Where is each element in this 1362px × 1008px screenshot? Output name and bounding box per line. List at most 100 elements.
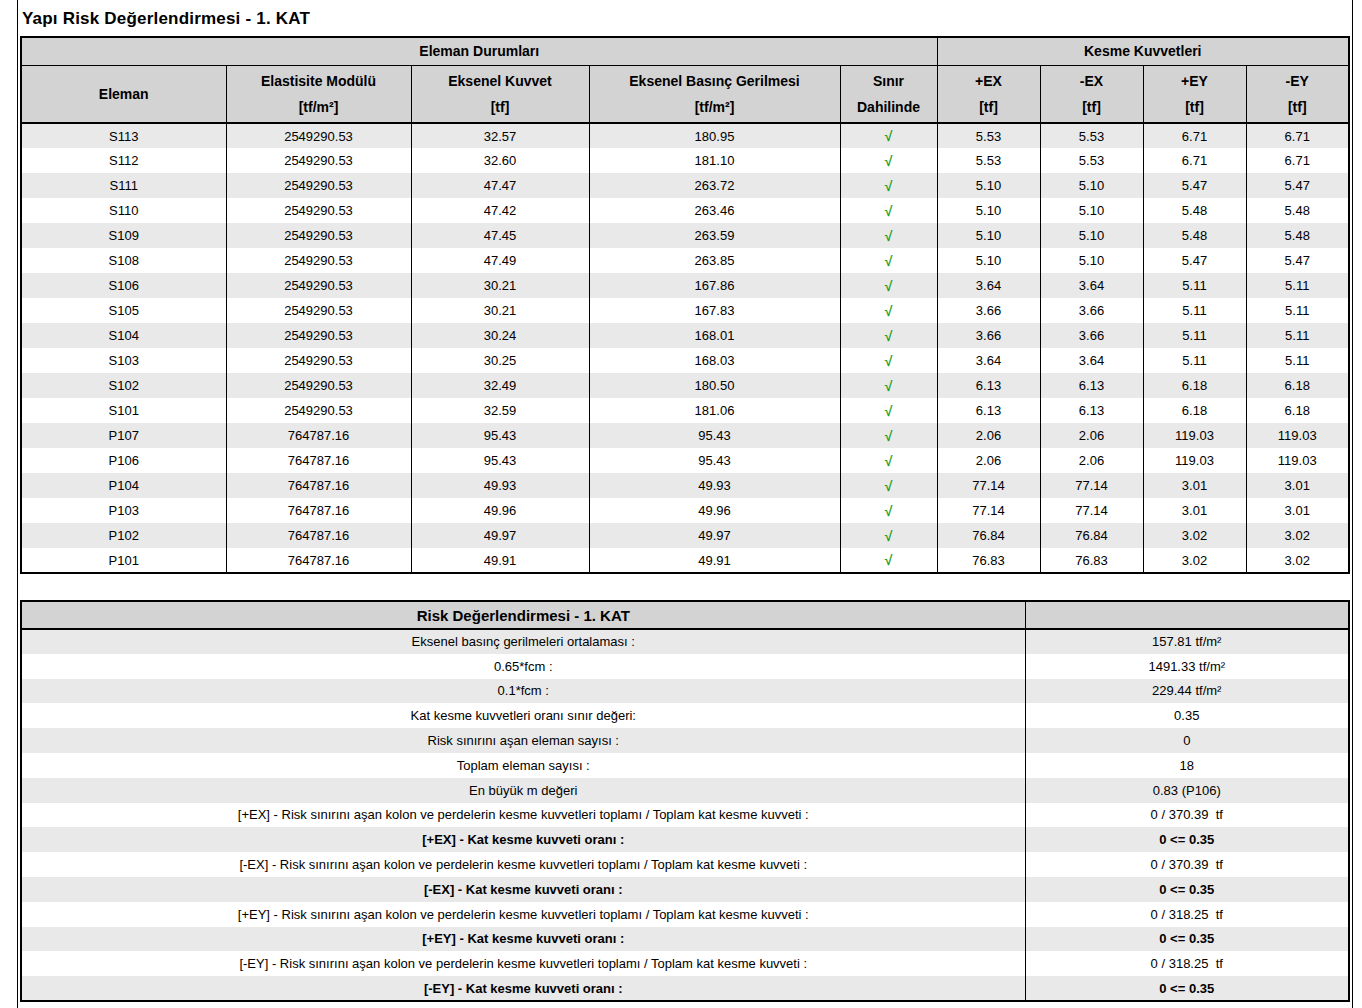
risk-value: 0.83 (P106) <box>1025 778 1349 803</box>
table-row: S1102549290.5347.42263.46√5.105.105.485.… <box>21 198 1349 223</box>
risk-table-body: Eksenel basınç gerilmeleri ortalaması :1… <box>21 629 1349 1001</box>
table-row: P104764787.1649.9349.93√77.1477.143.013.… <box>21 473 1349 498</box>
value-cell: P106 <box>21 448 226 473</box>
value-cell: 5.48 <box>1143 198 1246 223</box>
value-cell: 95.43 <box>411 448 589 473</box>
value-cell: 32.59 <box>411 398 589 423</box>
value-cell: 5.10 <box>937 223 1040 248</box>
value-cell: 5.10 <box>1040 223 1143 248</box>
value-cell: S113 <box>21 123 226 148</box>
column-title: -EX <box>1041 68 1143 94</box>
value-cell: 2549290.53 <box>226 123 411 148</box>
check-icon: √ <box>885 552 893 568</box>
value-cell: 2.06 <box>1040 423 1143 448</box>
page-right-edge <box>1352 0 1353 1008</box>
value-cell: 119.03 <box>1246 423 1349 448</box>
value-cell: 2549290.53 <box>226 148 411 173</box>
risk-value: 0 / 370.39 tf <box>1025 803 1349 828</box>
value-cell: 6.13 <box>937 373 1040 398</box>
risk-label: [-EY] - Risk sınırını aşan kolon ve perd… <box>21 951 1025 976</box>
value-cell: S104 <box>21 323 226 348</box>
value-cell: 77.14 <box>937 498 1040 523</box>
value-cell: 168.01 <box>589 323 840 348</box>
column-header-cell: -EX[tf] <box>1040 65 1143 123</box>
value-cell: 5.53 <box>1040 148 1143 173</box>
check-icon: √ <box>885 278 893 294</box>
check-icon: √ <box>885 228 893 244</box>
risk-row: Kat kesme kuvvetleri oranı sınır değeri:… <box>21 703 1349 728</box>
check-icon: √ <box>885 453 893 469</box>
risk-row: En büyük m değeri0.83 (P106) <box>21 778 1349 803</box>
value-cell: 3.01 <box>1143 473 1246 498</box>
risk-label: [-EY] - Kat kesme kuvveti oranı : <box>21 976 1025 1001</box>
value-cell: 764787.16 <box>226 423 411 448</box>
value-cell: 5.47 <box>1143 173 1246 198</box>
value-cell: 47.42 <box>411 198 589 223</box>
value-cell: 30.21 <box>411 298 589 323</box>
limit-check-cell: √ <box>840 448 937 473</box>
elements-table-header: ElemanElastisite Modülü[tf/m²]Eksenel Ku… <box>21 65 1349 123</box>
limit-check-cell: √ <box>840 523 937 548</box>
value-cell: 30.25 <box>411 348 589 373</box>
value-cell: 263.46 <box>589 198 840 223</box>
risk-label: En büyük m değeri <box>21 778 1025 803</box>
value-cell: S110 <box>21 198 226 223</box>
group-header-cell: Kesme Kuvvetleri <box>937 37 1349 65</box>
risk-label: [-EX] - Kat kesme kuvveti oranı : <box>21 877 1025 902</box>
table-row: P101764787.1649.9149.91√76.8376.833.023.… <box>21 548 1349 573</box>
table-row: P107764787.1695.4395.43√2.062.06119.0311… <box>21 423 1349 448</box>
value-cell: 6.71 <box>1246 123 1349 148</box>
risk-label: 0.1*fcm : <box>21 679 1025 704</box>
table-row: S1082549290.5347.49263.85√5.105.105.475.… <box>21 248 1349 273</box>
value-cell: 6.18 <box>1246 398 1349 423</box>
value-cell: 2549290.53 <box>226 398 411 423</box>
value-cell: 95.43 <box>589 448 840 473</box>
risk-value: 0 / 318.25 tf <box>1025 902 1349 927</box>
value-cell: 5.10 <box>1040 198 1143 223</box>
value-cell: 5.48 <box>1143 223 1246 248</box>
table-row: S1092549290.5347.45263.59√5.105.105.485.… <box>21 223 1349 248</box>
value-cell: P104 <box>21 473 226 498</box>
value-cell: 32.49 <box>411 373 589 398</box>
value-cell: 3.66 <box>937 323 1040 348</box>
risk-label: [+EY] - Risk sınırını aşan kolon ve perd… <box>21 902 1025 927</box>
limit-check-cell: √ <box>840 373 937 398</box>
value-cell: 5.48 <box>1246 198 1349 223</box>
value-cell: 2549290.53 <box>226 273 411 298</box>
value-cell: 764787.16 <box>226 448 411 473</box>
table-row: S1122549290.5332.60181.10√5.535.536.716.… <box>21 148 1349 173</box>
column-unit: [tf/m²] <box>590 94 840 120</box>
risk-row: 0.65*fcm :1491.33 tf/m² <box>21 654 1349 679</box>
value-cell: 2549290.53 <box>226 198 411 223</box>
table-row: S1062549290.5330.21167.86√3.643.645.115.… <box>21 273 1349 298</box>
value-cell: 5.47 <box>1246 248 1349 273</box>
risk-row: [-EX] - Risk sınırını aşan kolon ve perd… <box>21 852 1349 877</box>
risk-label: Toplam eleman sayısı : <box>21 753 1025 778</box>
elements-table-body: S1132549290.5332.57180.95√5.535.536.716.… <box>21 123 1349 573</box>
value-cell: 49.91 <box>589 548 840 573</box>
value-cell: 47.45 <box>411 223 589 248</box>
value-cell: 764787.16 <box>226 498 411 523</box>
limit-check-cell: √ <box>840 148 937 173</box>
risk-row: [+EY] - Risk sınırını aşan kolon ve perd… <box>21 902 1349 927</box>
risk-value: 1491.33 tf/m² <box>1025 654 1349 679</box>
value-cell: 119.03 <box>1143 448 1246 473</box>
check-icon: √ <box>885 478 893 494</box>
risk-row: [+EX] - Kat kesme kuvveti oranı :0 <= 0.… <box>21 827 1349 852</box>
check-icon: √ <box>885 128 893 144</box>
value-cell: 6.13 <box>1040 373 1143 398</box>
value-cell: 3.66 <box>1040 298 1143 323</box>
value-cell: 6.18 <box>1143 398 1246 423</box>
limit-check-cell: √ <box>840 323 937 348</box>
value-cell: S101 <box>21 398 226 423</box>
table-row: S1132549290.5332.57180.95√5.535.536.716.… <box>21 123 1349 148</box>
value-cell: 3.02 <box>1143 548 1246 573</box>
table-row: P106764787.1695.4395.43√2.062.06119.0311… <box>21 448 1349 473</box>
column-title: Eleman <box>22 81 226 107</box>
risk-table-section: Risk Değerlendirmesi - 1. KAT Eksenel ba… <box>20 600 1348 1002</box>
column-header-cell: Eleman <box>21 65 226 123</box>
risk-value: 0 / 370.39 tf <box>1025 852 1349 877</box>
value-cell: 5.11 <box>1143 348 1246 373</box>
value-cell: 181.06 <box>589 398 840 423</box>
value-cell: S112 <box>21 148 226 173</box>
